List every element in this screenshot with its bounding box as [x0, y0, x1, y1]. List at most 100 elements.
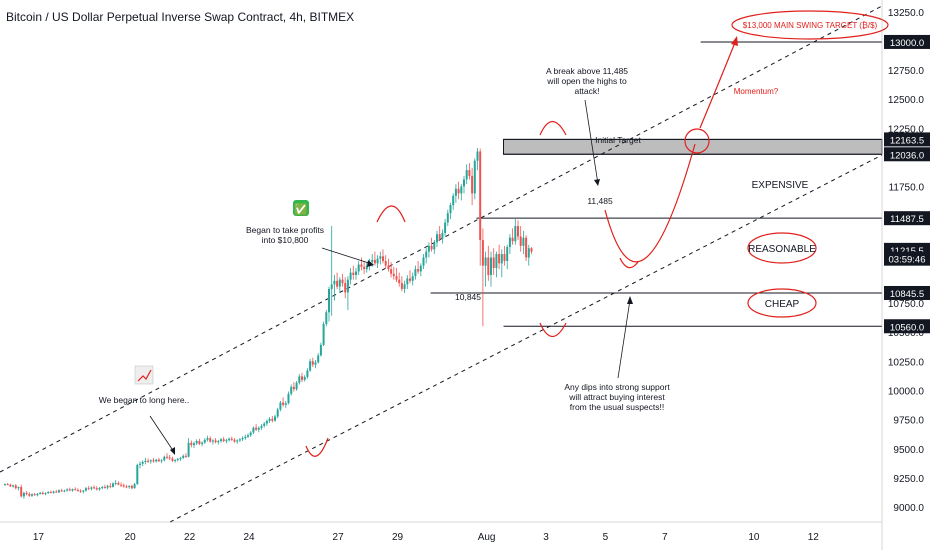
candle-body	[514, 226, 517, 242]
candle-body	[468, 170, 471, 176]
annotations: $13,000 MAIN SWING TARGET (₿/$) Initial T…	[99, 10, 889, 457]
candles	[4, 147, 533, 499]
candle-body	[352, 272, 355, 275]
candle-body	[490, 257, 492, 275]
candle-body	[160, 460, 163, 462]
candle-body	[430, 245, 433, 250]
x-tick-label: 29	[392, 532, 404, 543]
candle-body	[309, 361, 312, 371]
candle-body	[117, 482, 120, 485]
price-tag-label: 11215.5	[890, 246, 924, 257]
candle-body	[301, 376, 303, 380]
candle-body	[357, 264, 360, 272]
x-tick-label: 7	[662, 532, 668, 543]
candle-body	[506, 247, 509, 261]
candle-body	[106, 485, 109, 488]
candle-body	[314, 362, 317, 365]
candle-body	[220, 439, 222, 442]
y-tick-label: 12250.0	[888, 124, 925, 135]
candle-body	[503, 254, 506, 261]
candle-body	[257, 427, 260, 430]
initial-target-label: Initial Target	[595, 135, 641, 145]
candle-body	[403, 284, 406, 289]
candle-body	[527, 248, 530, 258]
candle-body	[382, 256, 384, 261]
x-tick-label: 22	[184, 532, 196, 543]
candle-body	[457, 188, 460, 194]
candle-body	[333, 280, 336, 285]
candle-body	[228, 438, 231, 441]
candle-body	[179, 457, 182, 460]
candle-body	[241, 438, 244, 440]
long-note: We began to long here..	[99, 395, 190, 405]
candle-body	[249, 432, 252, 436]
candle-body	[144, 460, 147, 462]
candle-body	[166, 456, 168, 458]
candle-body	[452, 195, 455, 206]
chart-emoji-box	[134, 365, 154, 385]
candle-body	[44, 493, 47, 495]
x-tick-label: 20	[125, 532, 137, 543]
candle-body	[49, 491, 52, 493]
candle-body	[265, 420, 268, 424]
candle-body	[114, 482, 117, 484]
candle-body	[422, 257, 425, 266]
candle-body	[419, 265, 422, 272]
candle-body	[414, 269, 417, 277]
candle-body	[120, 484, 123, 486]
y-tick-label: 11750.0	[889, 183, 925, 194]
candle-body	[98, 487, 101, 490]
candle-body	[481, 240, 484, 266]
profits-note-line: Began to take profits	[246, 225, 324, 235]
candle-body	[465, 170, 468, 180]
candle-body	[222, 439, 225, 442]
candle-body	[295, 382, 298, 390]
candle-body	[236, 440, 239, 442]
y-tick-label: 10250.0	[888, 357, 925, 368]
candle-body	[517, 226, 519, 237]
candle-body	[479, 151, 482, 241]
break-note-line: A break above 11,485	[546, 66, 628, 76]
long-arrowhead	[170, 447, 175, 455]
candle-body	[519, 236, 522, 246]
candle-body	[274, 416, 276, 421]
candle-body	[20, 487, 23, 497]
x-tick-label: 5	[603, 532, 609, 543]
candle-body	[193, 443, 195, 446]
candle-body	[365, 265, 368, 270]
candle-body	[109, 485, 112, 487]
candle-body	[454, 188, 457, 196]
candle-body	[101, 487, 104, 489]
candle-body	[217, 441, 220, 443]
candle-body	[247, 435, 249, 437]
arc-top-1	[376, 205, 406, 223]
candle-body	[206, 438, 209, 440]
candle-body	[525, 237, 528, 258]
candle-body	[371, 259, 374, 263]
label-10845: 10,845	[455, 292, 481, 302]
candle-body	[306, 370, 309, 377]
candle-body	[147, 460, 150, 462]
candle-body	[187, 442, 190, 457]
candle-body	[233, 439, 236, 442]
candle-body	[392, 273, 395, 277]
candle-body	[487, 257, 490, 275]
candle-body	[112, 483, 114, 487]
candle-body	[373, 259, 376, 264]
arc-bottom-1	[305, 437, 329, 457]
candle-body	[500, 254, 503, 264]
momentum-label: Momentum?	[734, 87, 779, 96]
y-tick-label: 10750.0	[888, 299, 925, 310]
dips-note-line: from the usual suspects!!	[570, 402, 665, 412]
candle-body	[346, 279, 349, 293]
candle-body	[184, 455, 187, 457]
price-tag-box	[884, 132, 930, 147]
candle-body	[36, 493, 39, 496]
candle-body	[511, 237, 514, 242]
price-tag-box	[884, 251, 930, 266]
candle-body	[292, 386, 295, 390]
candle-body	[149, 460, 152, 462]
candle-body	[58, 490, 60, 493]
y-tick-label: 9000.0	[893, 503, 924, 514]
